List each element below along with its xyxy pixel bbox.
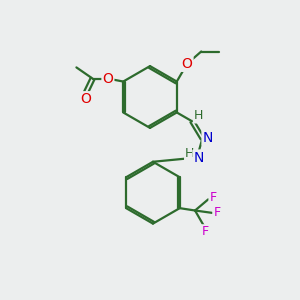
Text: H: H: [185, 148, 194, 160]
Text: F: F: [213, 206, 220, 219]
Text: N: N: [194, 151, 204, 164]
Text: F: F: [202, 225, 209, 238]
Text: O: O: [80, 92, 91, 106]
Text: O: O: [103, 72, 113, 86]
Text: F: F: [209, 191, 217, 204]
Text: N: N: [202, 131, 213, 145]
Text: O: O: [182, 57, 193, 71]
Text: H: H: [194, 110, 203, 122]
